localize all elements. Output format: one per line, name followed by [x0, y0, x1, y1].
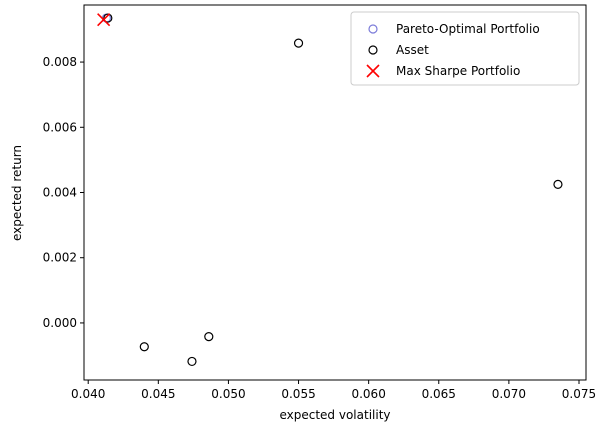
- legend-marker-asset: [368, 45, 378, 55]
- x-tick-label: 0.050: [211, 387, 245, 401]
- legend-label-max-sharpe-portfolio: Max Sharpe Portfolio: [396, 64, 520, 78]
- x-tick-label: 0.040: [71, 387, 105, 401]
- legend-marker-pareto-optimal-portfolio: [368, 24, 378, 34]
- x-tick-label: 0.065: [422, 387, 456, 401]
- y-tick-label: 0.006: [43, 120, 77, 134]
- x-tick-label: 0.070: [492, 387, 526, 401]
- x-tick-label: 0.055: [281, 387, 315, 401]
- asset-point: [139, 342, 149, 352]
- asset-point: [204, 332, 214, 342]
- legend-label-pareto-optimal-portfolio: Pareto-Optimal Portfolio: [396, 22, 540, 36]
- legend-label-asset: Asset: [396, 43, 429, 57]
- legend-box: [350, 11, 580, 86]
- y-tick-label: 0.002: [43, 251, 77, 265]
- x-marker-stroke: [97, 13, 111, 27]
- x-tick-label: 0.060: [351, 387, 385, 401]
- legend-marker-max-sharpe-portfolio: [366, 64, 380, 78]
- y-tick-label: 0.008: [43, 55, 77, 69]
- legend: Pareto-Optimal Portfolio Asset Max Sharpe …: [350, 11, 580, 86]
- x-axis-label: expected volatility: [279, 408, 390, 422]
- x-tick-label: 0.075: [562, 387, 596, 401]
- asset-point: [553, 179, 563, 189]
- x-marker-stroke: [366, 64, 380, 78]
- asset-point: [293, 38, 304, 48]
- x-tick-label: 0.045: [141, 387, 175, 401]
- x-axis: 0.040 0.045 0.050 0.055 0.060 0.065 0.070 0.075: [71, 380, 596, 401]
- y-tick-label: 0.004: [43, 186, 77, 200]
- y-axis: 0.000 0.002 0.004 0.006 0.008: [43, 55, 84, 330]
- asset-point: [187, 356, 197, 367]
- max-sharpe-portfolio-point: [97, 13, 111, 27]
- y-axis-label: expected return: [10, 145, 24, 241]
- asset-point: [103, 13, 113, 23]
- data-points: [97, 13, 563, 367]
- y-tick-label: 0.000: [43, 316, 77, 330]
